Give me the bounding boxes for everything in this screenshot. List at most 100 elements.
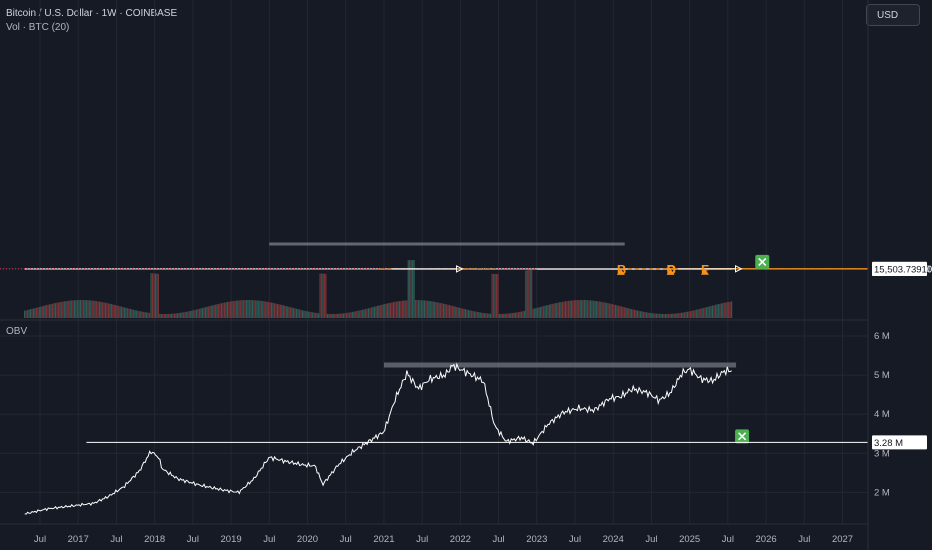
wave-label: C <box>667 262 677 277</box>
obv-line <box>24 362 732 515</box>
volume-bar <box>235 300 237 318</box>
volume-bar <box>688 311 690 318</box>
volume-legend[interactable]: Vol · BTC (20) <box>6 22 70 33</box>
volume-bar <box>606 302 608 318</box>
volume-bar <box>729 301 731 318</box>
candle-body <box>517 268 520 270</box>
candle-body <box>484 268 486 270</box>
time-tick-label: Jul <box>798 534 810 545</box>
volume-bar <box>614 304 617 318</box>
candle-body <box>529 268 532 270</box>
volume-bar <box>112 304 114 318</box>
candle-body <box>378 268 380 270</box>
volume-bar <box>78 300 80 318</box>
volume-bar <box>59 302 61 318</box>
volume-bar <box>420 300 423 318</box>
volume-bar <box>657 313 659 318</box>
volume-bar <box>419 300 421 318</box>
time-tick-label: 2025 <box>679 534 700 545</box>
candle-body <box>504 268 507 270</box>
volume-bar <box>375 306 377 318</box>
candle-body <box>213 268 216 270</box>
candle-body <box>350 268 352 270</box>
volume-bar <box>395 301 398 318</box>
candle-body <box>514 268 517 270</box>
candle-body <box>337 268 339 270</box>
time-axis[interactable]: Jul 2017 Jul 2018 Jul 2019 Jul 2020 Jul 2021 Jul 20… <box>0 523 868 545</box>
candle-body <box>173 268 176 270</box>
candle-body <box>357 268 360 270</box>
price-axis[interactable]: 140,000.0000120,000.000080,000.000060,00… <box>867 0 932 550</box>
volume-bar <box>535 308 537 318</box>
volume-bar <box>450 305 452 318</box>
volume-bar <box>497 273 499 318</box>
candle-body <box>534 268 536 270</box>
volume-bar <box>607 303 609 318</box>
volume-bar <box>138 311 140 318</box>
price-tag-label: 15,503.7391 <box>874 264 927 275</box>
volume-bar <box>313 312 315 318</box>
volume-bar <box>259 300 261 318</box>
volume-bars <box>24 260 733 318</box>
candle-body <box>241 268 243 270</box>
candle-body <box>207 268 210 270</box>
candle-body <box>209 268 211 270</box>
candle-body <box>53 268 55 270</box>
volume-bar <box>663 313 665 318</box>
obv-legend[interactable]: OBV <box>6 326 28 337</box>
volume-bar <box>686 311 689 318</box>
candle-body <box>269 268 271 270</box>
volume-bar <box>385 303 387 318</box>
candle-body <box>341 268 343 270</box>
candle-body <box>109 268 111 270</box>
volume-bar <box>414 300 417 318</box>
volume-bar <box>475 311 477 318</box>
candle-body <box>272 268 274 270</box>
volume-bar <box>104 302 107 318</box>
volume-bar <box>509 313 511 318</box>
candle-body <box>126 268 129 270</box>
volume-bar <box>148 312 151 318</box>
volume-bar <box>487 313 489 318</box>
candle-body <box>317 268 320 270</box>
volume-bar <box>463 308 465 318</box>
candle-body <box>351 268 354 270</box>
candle-body <box>489 268 492 270</box>
volume-bar <box>381 304 383 318</box>
volume-bar <box>710 305 712 318</box>
volume-bar <box>598 301 600 318</box>
volume-bar <box>394 301 396 318</box>
volume-bar <box>579 300 581 318</box>
candle-body <box>37 268 39 270</box>
volume-bar <box>645 312 647 318</box>
candle-body <box>334 268 336 270</box>
volume-bar <box>303 310 305 318</box>
candle-body <box>194 268 196 270</box>
volume-bar <box>298 309 301 318</box>
candle-body <box>198 268 201 270</box>
obv-value-tag[interactable]: 3.28 M <box>872 435 927 450</box>
volume-bar <box>462 308 464 318</box>
time-tick-label: Jul <box>645 534 657 545</box>
volume-bar <box>528 269 530 318</box>
volume-bar <box>184 312 186 318</box>
price-tag[interactable]: 15,503.7391 <box>872 261 927 276</box>
volume-bar <box>285 306 287 318</box>
volume-bar <box>328 313 330 318</box>
candle-body <box>49 268 51 270</box>
candle-body <box>100 268 102 270</box>
volume-bar <box>106 303 108 318</box>
volume-bar <box>63 301 65 318</box>
candle-body <box>244 268 246 270</box>
candle-body <box>523 268 526 270</box>
volume-bar <box>166 313 168 318</box>
volume-bar <box>591 300 593 318</box>
volume-bar <box>678 313 680 318</box>
candle-body <box>94 268 96 270</box>
volume-bar <box>223 302 226 318</box>
volume-bar <box>357 310 359 318</box>
volume-bar <box>294 308 296 318</box>
volume-bar <box>704 307 706 318</box>
currency-button[interactable]: USD <box>866 4 920 26</box>
